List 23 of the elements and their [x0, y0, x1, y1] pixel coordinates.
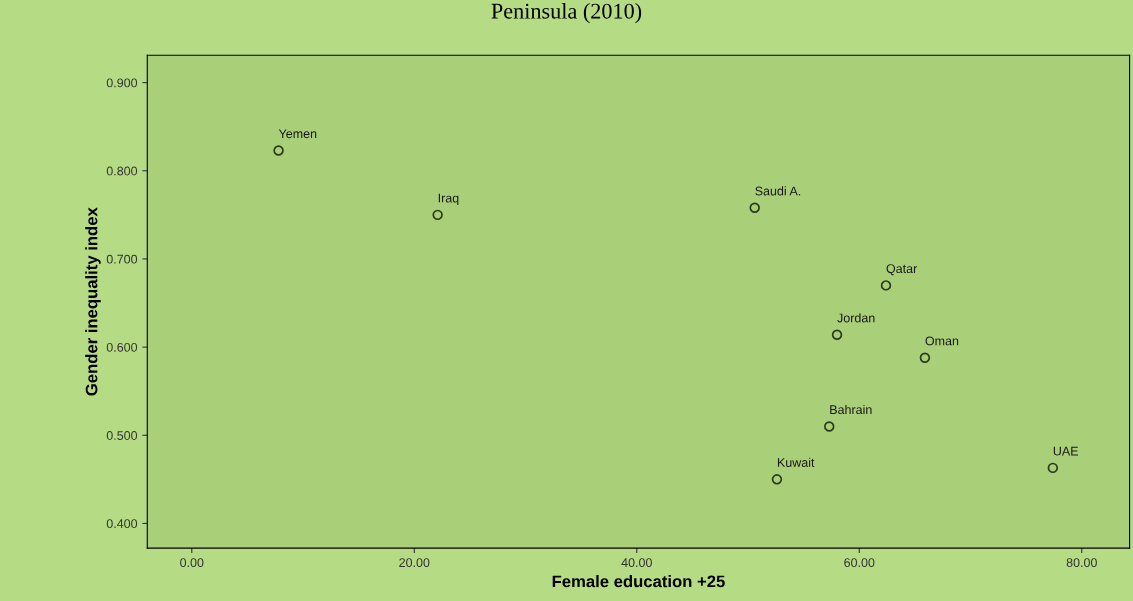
x-axis-title: Female education +25 [552, 575, 725, 588]
y-tick-label: 0.400 [106, 519, 138, 529]
y-tick-label: 0.900 [106, 78, 138, 88]
y-tick-label: 0.600 [106, 342, 138, 352]
annotation: Yemen [278, 129, 317, 139]
annotation: Bahrain [830, 404, 872, 415]
x-tick-label: 60.00 [844, 558, 875, 568]
chart-title: Peninsula (2010) [491, 3, 642, 24]
annotation: Oman [925, 336, 959, 346]
annotation: Kuwait [777, 457, 815, 467]
x-tick-label: 40.00 [621, 558, 652, 568]
annotation: Jordan [837, 313, 875, 323]
annotation: Iraq [438, 193, 459, 205]
y-tick-label: 0.500 [106, 431, 138, 440]
annotation: Qatar [886, 264, 918, 276]
x-tick-label: 0.00 [180, 558, 204, 568]
x-tick-label: 20.00 [399, 558, 430, 568]
y-tick-label: 0.800 [106, 166, 138, 176]
y-tick-label: 0.700 [106, 254, 138, 264]
annotation: UAE [1053, 446, 1079, 456]
y-axis-title: Gender inequality index [85, 207, 101, 396]
annotation: Saudi A. [755, 186, 801, 196]
x-tick-label: 80.00 [1066, 558, 1097, 568]
